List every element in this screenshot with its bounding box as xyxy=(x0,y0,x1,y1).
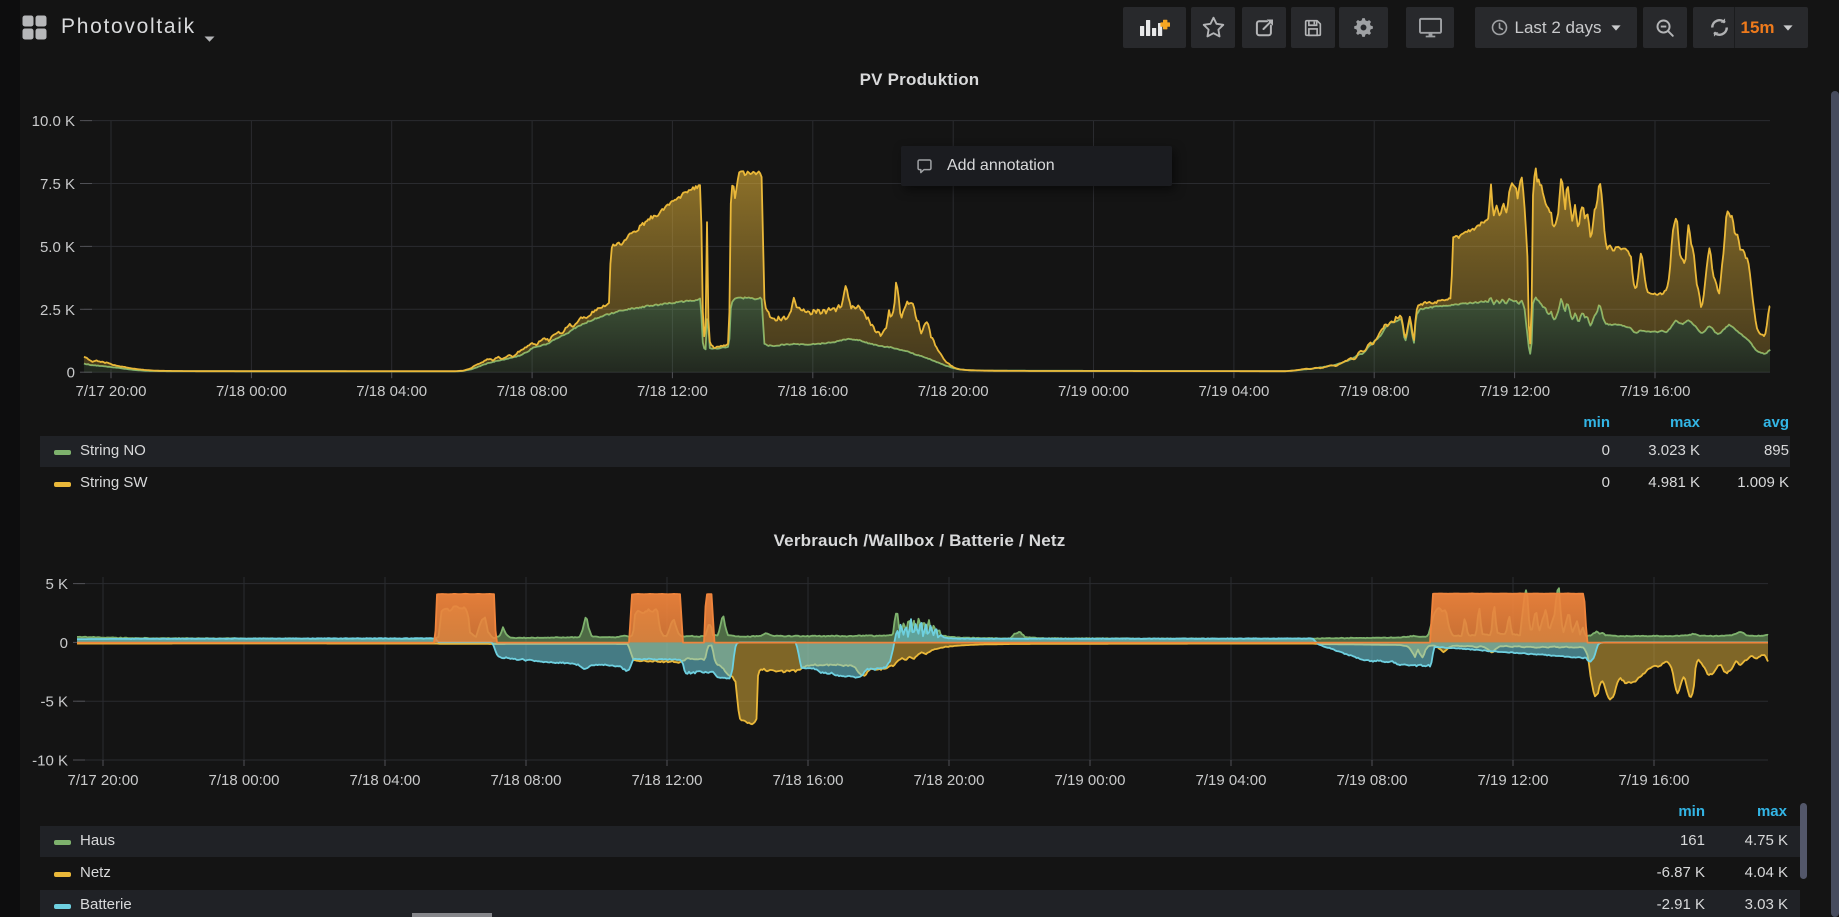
svg-text:7/19 12:00: 7/19 12:00 xyxy=(1479,383,1550,400)
svg-text:7/19 16:00: 7/19 16:00 xyxy=(1619,772,1690,789)
svg-text:7/18 08:00: 7/18 08:00 xyxy=(491,772,562,789)
svg-text:-5 K: -5 K xyxy=(40,694,68,711)
svg-text:7/18 04:00: 7/18 04:00 xyxy=(350,772,421,789)
svg-text:0: 0 xyxy=(60,635,68,652)
svg-text:0: 0 xyxy=(67,365,75,382)
svg-text:7/18 20:00: 7/18 20:00 xyxy=(914,772,985,789)
svg-text:7/18 20:00: 7/18 20:00 xyxy=(918,383,989,400)
svg-text:5 K: 5 K xyxy=(45,576,68,593)
svg-text:10.0 K: 10.0 K xyxy=(32,113,75,130)
svg-text:7/19 00:00: 7/19 00:00 xyxy=(1058,383,1129,400)
svg-text:2.5 K: 2.5 K xyxy=(40,302,75,319)
svg-text:-10 K: -10 K xyxy=(32,753,68,770)
svg-text:7/18 04:00: 7/18 04:00 xyxy=(356,383,427,400)
svg-text:7/18 00:00: 7/18 00:00 xyxy=(209,772,280,789)
svg-text:7/18 00:00: 7/18 00:00 xyxy=(216,383,287,400)
svg-text:7/17 20:00: 7/17 20:00 xyxy=(76,383,147,400)
svg-text:5.0 K: 5.0 K xyxy=(40,239,75,256)
svg-text:7/19 04:00: 7/19 04:00 xyxy=(1198,383,1269,400)
svg-text:7/18 16:00: 7/18 16:00 xyxy=(773,772,844,789)
svg-text:7/19 16:00: 7/19 16:00 xyxy=(1620,383,1691,400)
svg-text:7/17 20:00: 7/17 20:00 xyxy=(68,772,139,789)
svg-text:7.5 K: 7.5 K xyxy=(40,176,75,193)
svg-text:7/18 16:00: 7/18 16:00 xyxy=(777,383,848,400)
svg-text:7/19 08:00: 7/19 08:00 xyxy=(1337,772,1408,789)
svg-text:7/19 00:00: 7/19 00:00 xyxy=(1055,772,1126,789)
svg-text:7/18 12:00: 7/18 12:00 xyxy=(632,772,703,789)
svg-text:7/18 08:00: 7/18 08:00 xyxy=(497,383,568,400)
svg-text:7/18 12:00: 7/18 12:00 xyxy=(637,383,708,400)
svg-text:7/19 12:00: 7/19 12:00 xyxy=(1478,772,1549,789)
svg-text:7/19 04:00: 7/19 04:00 xyxy=(1196,772,1267,789)
svg-text:7/19 08:00: 7/19 08:00 xyxy=(1339,383,1410,400)
